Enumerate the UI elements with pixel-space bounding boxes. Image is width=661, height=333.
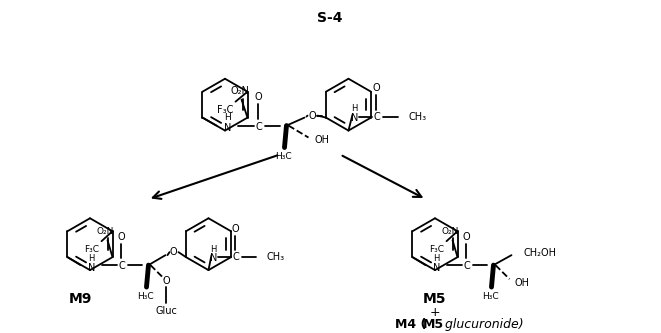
Text: H₃C: H₃C	[482, 291, 499, 300]
Text: H: H	[210, 245, 217, 254]
Text: OH: OH	[315, 135, 329, 145]
Text: O: O	[463, 232, 470, 242]
Text: O: O	[118, 232, 126, 242]
Text: glucuronide): glucuronide)	[441, 318, 524, 331]
Text: M9: M9	[68, 292, 92, 306]
Text: N: N	[210, 253, 217, 263]
Text: S-4: S-4	[317, 11, 343, 25]
Text: CH₂OH: CH₂OH	[524, 248, 557, 258]
Text: M5: M5	[423, 318, 444, 331]
Text: F₃C: F₃C	[84, 245, 99, 254]
Text: F₃C: F₃C	[217, 105, 234, 115]
Text: M5: M5	[423, 292, 447, 306]
Text: N: N	[434, 263, 441, 273]
Text: O: O	[163, 276, 171, 286]
Text: M4 (: M4 (	[395, 318, 426, 331]
Text: H: H	[89, 254, 95, 263]
Text: H₃C: H₃C	[275, 152, 292, 161]
Text: O₂N: O₂N	[230, 86, 249, 96]
Text: C: C	[255, 122, 262, 132]
Text: N: N	[89, 263, 96, 273]
Text: H₃C: H₃C	[137, 291, 154, 300]
Text: O₂N: O₂N	[97, 227, 114, 236]
Text: Gluc: Gluc	[155, 306, 177, 316]
Text: H: H	[434, 254, 440, 263]
Text: O: O	[231, 224, 239, 234]
Text: N: N	[351, 113, 358, 123]
Text: O: O	[170, 247, 177, 257]
Text: C: C	[373, 112, 380, 122]
Text: C: C	[118, 261, 125, 271]
Text: C: C	[463, 261, 470, 271]
Text: OH: OH	[514, 278, 529, 288]
Text: CH₃: CH₃	[408, 112, 426, 122]
Text: F₃C: F₃C	[429, 245, 444, 254]
Text: O: O	[373, 83, 380, 93]
Text: C: C	[232, 252, 239, 262]
Text: H: H	[225, 113, 231, 122]
Text: O: O	[309, 111, 317, 121]
Text: O: O	[254, 92, 262, 102]
Text: N: N	[225, 123, 232, 133]
Text: CH₃: CH₃	[266, 252, 285, 262]
Text: +: +	[430, 306, 440, 319]
Text: O₂N: O₂N	[442, 227, 459, 236]
Text: H: H	[351, 104, 358, 113]
